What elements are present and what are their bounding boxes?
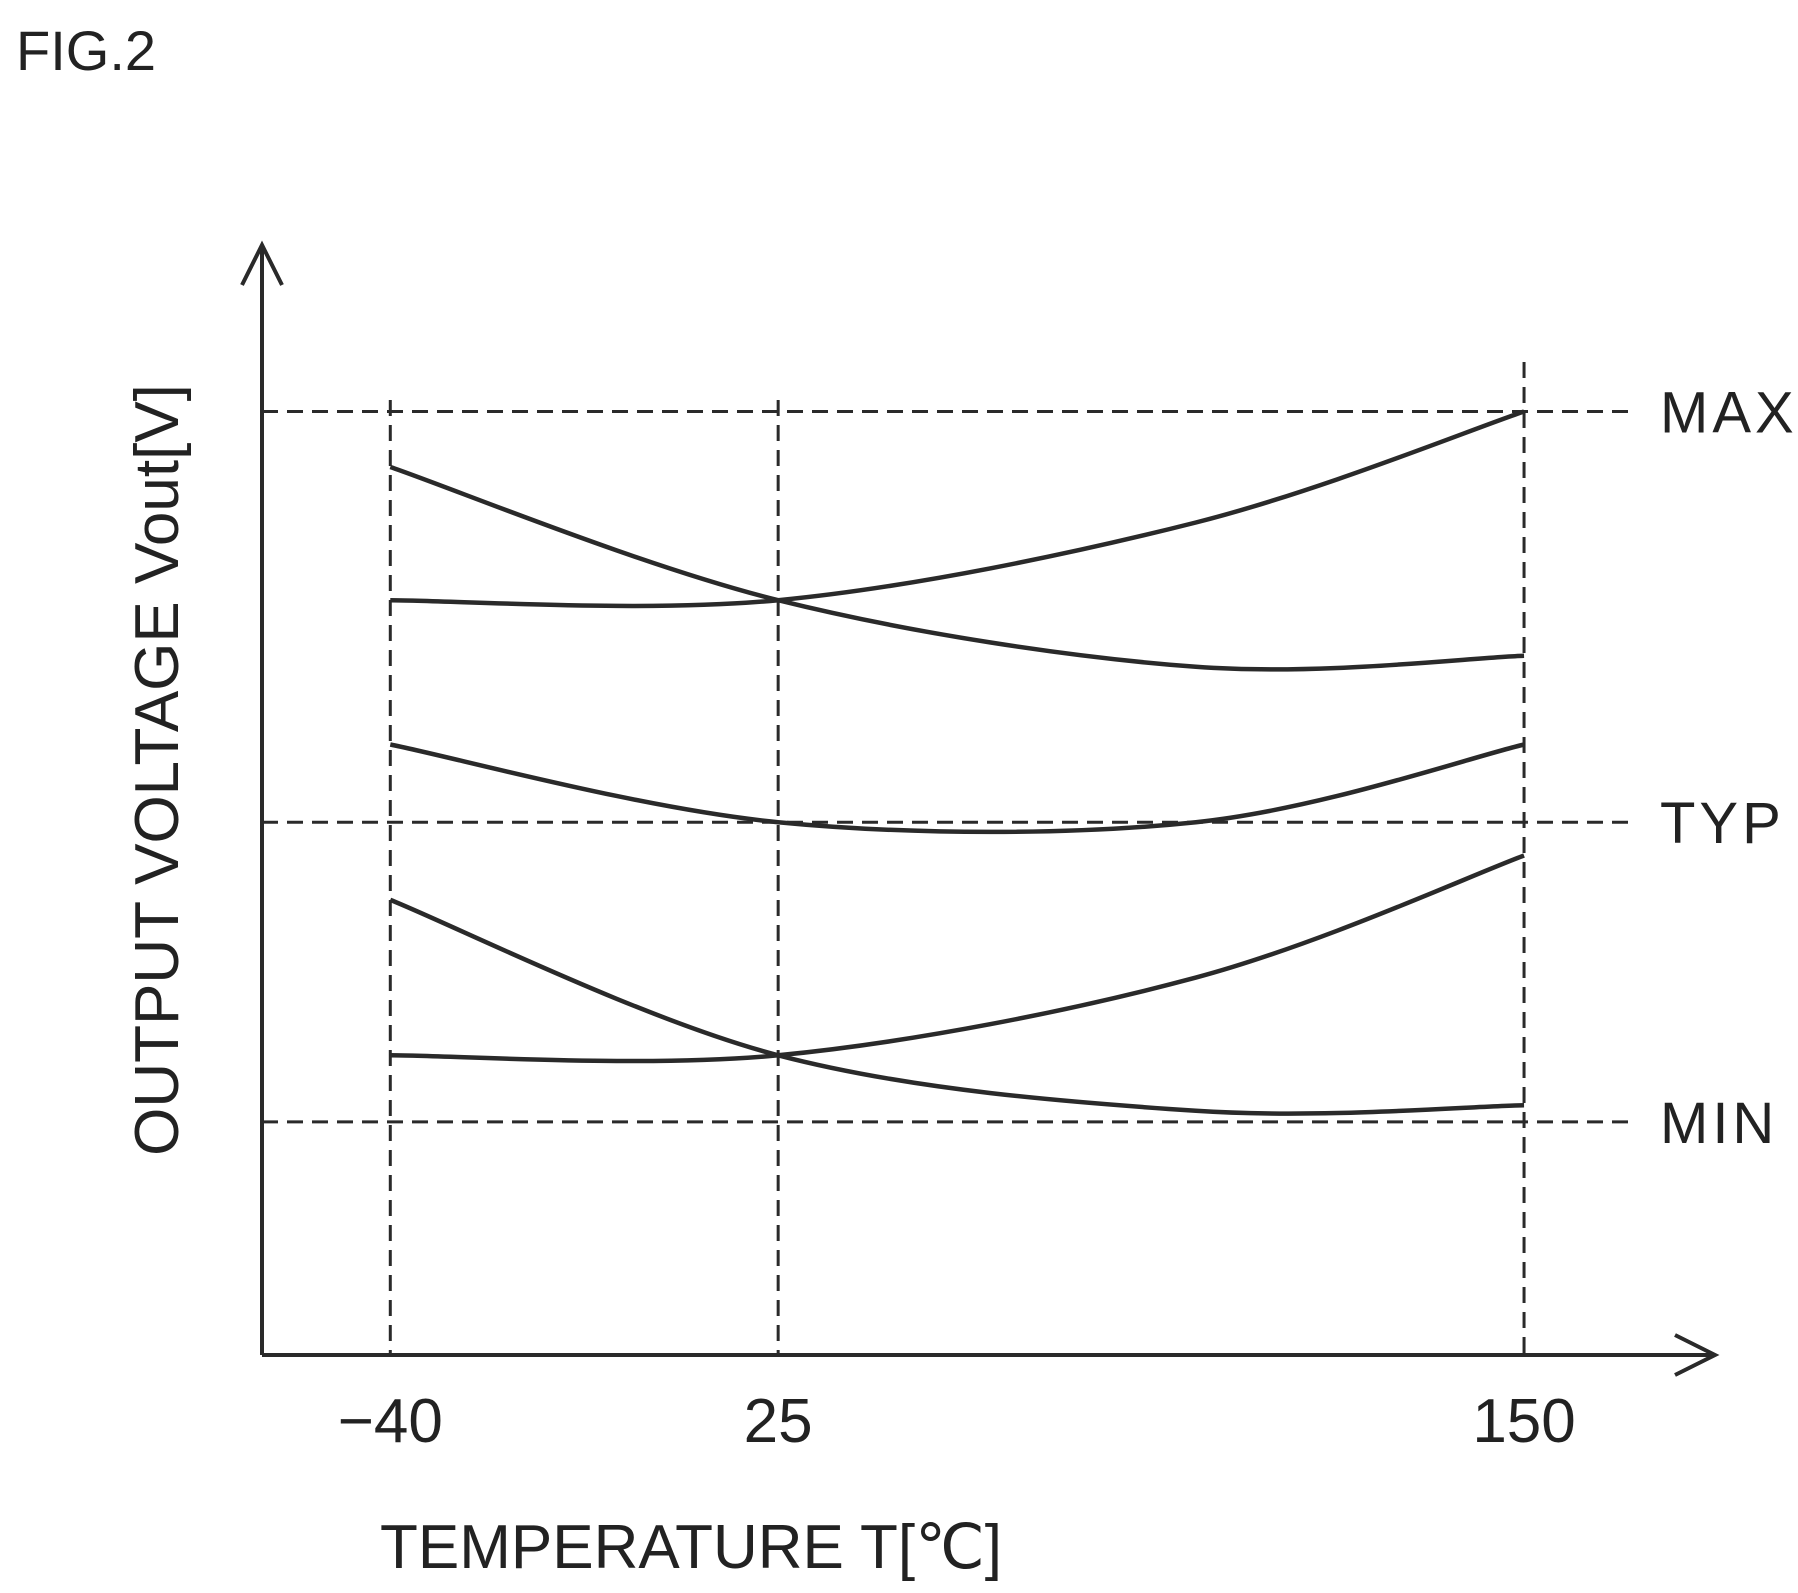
x-axis-label: TEMPERATURE T[℃] <box>380 1513 1002 1582</box>
figure-label: FIG.2 <box>16 19 156 82</box>
series-line-1 <box>389 464 1525 672</box>
reference-label: MAX <box>1660 381 1798 446</box>
series-line-3 <box>389 742 1525 835</box>
axes <box>240 240 1720 1377</box>
x-axis-arrow-icon <box>1674 1333 1720 1377</box>
reference-label: MIN <box>1660 1091 1778 1156</box>
x-tick-labels: −40 25 150 <box>338 1387 1576 1456</box>
x-tick-label: −40 <box>338 1387 443 1456</box>
y-axis-label: OUTPUT VOLTAGE Vout[V] <box>123 384 192 1156</box>
reference-label: TYP <box>1660 791 1785 856</box>
series-line-2 <box>390 409 1525 609</box>
reference-labels: MAX TYP MIN <box>1660 381 1798 1156</box>
series-line-5 <box>390 853 1525 1064</box>
y-axis-arrow-icon <box>240 240 284 286</box>
series-line-4 <box>389 897 1525 1116</box>
x-tick-label: 25 <box>744 1387 813 1456</box>
curves <box>389 409 1525 1116</box>
grid <box>262 362 1635 1355</box>
x-tick-label: 150 <box>1472 1387 1575 1456</box>
